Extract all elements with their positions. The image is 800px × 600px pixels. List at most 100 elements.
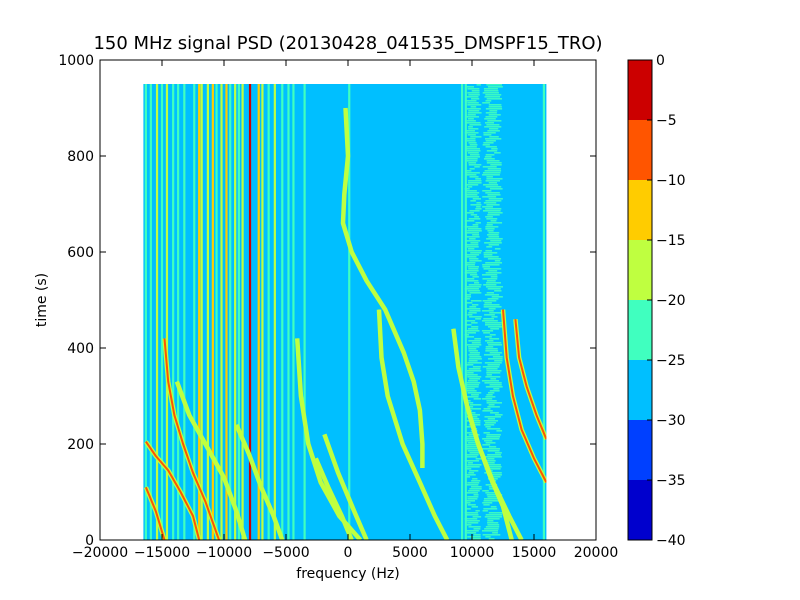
noise-band-stroke <box>485 376 501 378</box>
vertical-signal-line <box>287 84 290 540</box>
noise-band-stroke <box>484 126 502 128</box>
vertical-signal-line <box>303 84 306 540</box>
y-tick-label: 600 <box>67 245 94 261</box>
noise-band-stroke <box>484 322 502 324</box>
noise-band-stroke <box>465 172 480 174</box>
noise-band-stroke <box>471 304 479 306</box>
noise-band-stroke <box>467 280 479 282</box>
noise-band-stroke <box>494 360 503 362</box>
noise-band-stroke <box>487 326 502 328</box>
vertical-signal-line <box>229 84 232 540</box>
doppler-track <box>342 107 424 468</box>
noise-band-stroke <box>465 174 477 176</box>
noise-band-stroke <box>471 506 478 508</box>
vertical-signal-line <box>155 84 159 540</box>
noise-band-stroke <box>485 146 497 148</box>
noise-band-stroke <box>484 456 502 458</box>
noise-band-stroke <box>485 464 501 466</box>
noise-band-stroke <box>468 472 475 474</box>
noise-band-stroke <box>467 290 480 292</box>
noise-band-stroke <box>464 518 478 520</box>
noise-band-stroke <box>471 538 481 540</box>
noise-band-stroke <box>487 120 502 122</box>
noise-band-stroke <box>481 274 498 276</box>
noise-band-stroke <box>486 394 493 396</box>
noise-band-stroke <box>487 524 500 526</box>
noise-band-stroke <box>485 226 499 228</box>
noise-band-stroke <box>467 532 477 534</box>
noise-band-stroke <box>465 96 479 98</box>
noise-band-stroke <box>486 282 502 284</box>
noise-band-stroke <box>489 338 500 340</box>
noise-band-stroke <box>475 458 482 460</box>
noise-band-stroke <box>484 156 492 158</box>
noise-band-stroke <box>467 496 479 498</box>
noise-band-stroke <box>483 256 499 258</box>
noise-band-stroke <box>467 464 482 466</box>
noise-band-stroke <box>468 368 481 370</box>
noise-band-stroke <box>485 396 496 398</box>
noise-band-stroke <box>468 164 482 166</box>
noise-band-stroke <box>488 106 502 108</box>
noise-band-stroke <box>465 456 478 458</box>
noise-band-stroke <box>466 448 480 450</box>
noise-band-stroke <box>468 350 478 352</box>
noise-band-stroke <box>487 130 500 132</box>
noise-band-stroke <box>481 530 499 532</box>
colorbar: −40 −35 −30 −25 −20 −15 −10 −5 0 <box>627 53 686 549</box>
noise-band-stroke <box>466 370 482 372</box>
y-tick-label: 800 <box>67 149 94 165</box>
noise-band-stroke <box>484 324 502 326</box>
noise-band-stroke <box>466 400 471 402</box>
noise-band-stroke <box>468 526 481 528</box>
x-tick-label: −10000 <box>196 545 252 561</box>
noise-band-stroke <box>469 452 482 454</box>
noise-band-stroke <box>490 476 501 478</box>
vertical-signal-line <box>172 84 175 540</box>
noise-band-stroke <box>468 238 476 240</box>
noise-band-stroke <box>484 122 495 124</box>
noise-band-stroke <box>483 304 500 306</box>
noise-band-stroke <box>465 116 480 118</box>
noise-band-stroke <box>484 138 502 140</box>
colorbar-tick-label: −20 <box>656 293 686 309</box>
vertical-signal-line <box>248 84 252 540</box>
noise-band-stroke <box>485 108 503 110</box>
colorbar-segment <box>628 420 652 480</box>
noise-band-stroke <box>465 158 478 160</box>
noise-band-stroke <box>487 212 503 214</box>
noise-band-stroke <box>485 200 502 202</box>
noise-band-stroke <box>466 294 472 296</box>
x-axis-label: frequency (Hz) <box>296 566 399 582</box>
noise-band-stroke <box>466 148 480 150</box>
noise-band-stroke <box>488 344 503 346</box>
noise-band-stroke <box>466 108 481 110</box>
noise-band-stroke <box>468 258 479 260</box>
noise-band-stroke <box>482 174 500 176</box>
noise-band-stroke <box>471 342 481 344</box>
noise-band-stroke <box>464 438 479 440</box>
noise-band-stroke <box>482 320 498 322</box>
noise-band-stroke <box>486 368 498 370</box>
noise-band-stroke <box>469 176 479 178</box>
noise-band-stroke <box>475 178 482 180</box>
noise-band-stroke <box>470 242 479 244</box>
noise-band-stroke <box>489 312 502 314</box>
noise-band-stroke <box>464 132 479 134</box>
noise-band-stroke <box>466 388 475 390</box>
noise-band-stroke <box>483 202 497 204</box>
noise-band-stroke <box>468 360 478 362</box>
noise-band-stroke <box>483 498 500 500</box>
noise-band-stroke <box>467 126 473 128</box>
noise-band-stroke <box>466 236 480 238</box>
vertical-signal-line <box>215 84 218 540</box>
noise-band-stroke <box>485 350 499 352</box>
noise-band-stroke <box>467 92 480 94</box>
noise-band-stroke <box>465 254 480 256</box>
noise-band-stroke <box>467 118 474 120</box>
noise-band-stroke <box>467 504 476 506</box>
noise-band-stroke <box>487 194 501 196</box>
noise-band-stroke <box>487 458 495 460</box>
noise-band-stroke <box>482 534 501 536</box>
